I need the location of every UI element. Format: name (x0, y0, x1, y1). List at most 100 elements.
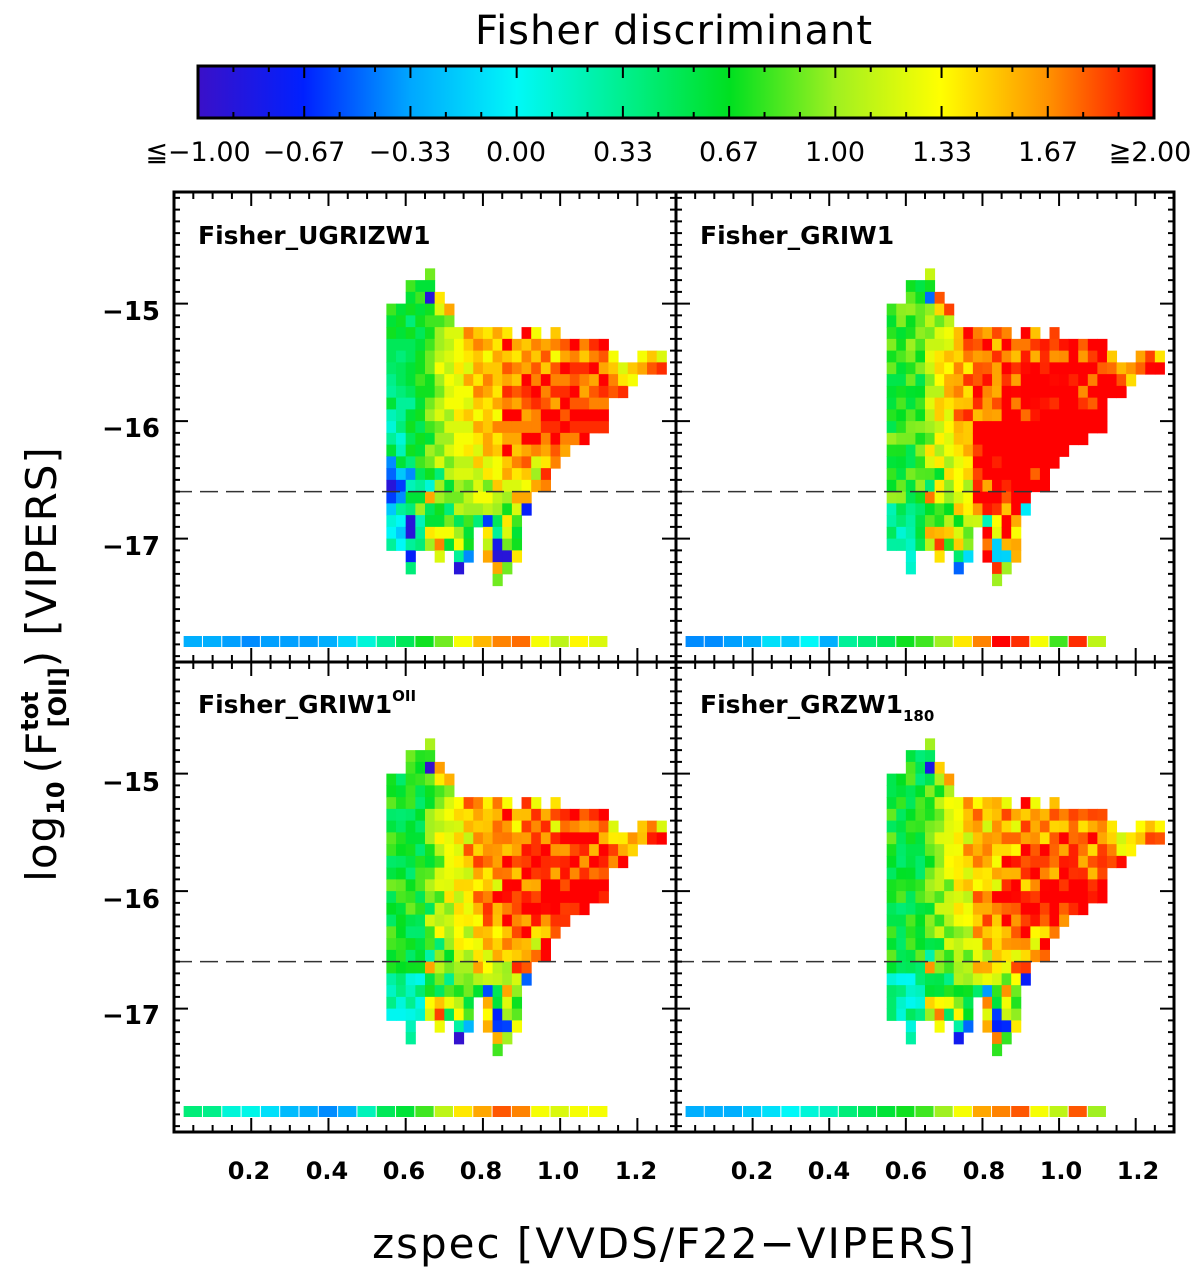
heatmap-cell (453, 1008, 465, 1021)
heatmap-cell (531, 338, 542, 352)
heatmap-cell (415, 879, 426, 892)
strip-cell (376, 1106, 396, 1117)
heatmap-cell (953, 949, 964, 963)
heatmap-cell (608, 820, 619, 833)
strip-cell (589, 1106, 608, 1117)
heatmap-cell (463, 421, 474, 434)
panel-fisher-griw1-oii (172, 660, 678, 1134)
heatmap-cell (531, 432, 542, 446)
heatmap-cell (502, 996, 513, 1010)
heatmap-cell (1078, 385, 1089, 399)
heatmap-cell (1020, 926, 1031, 939)
heatmap-cell (589, 855, 600, 869)
heatmap-cell (463, 891, 474, 904)
heatmap-cell (944, 961, 955, 974)
heatmap-cell (415, 444, 426, 457)
heatmap-cell (492, 961, 503, 974)
heatmap-cell (521, 902, 532, 916)
heatmap-cell (905, 526, 916, 540)
heatmap-cell (1068, 409, 1079, 422)
strip-cell (260, 636, 280, 647)
heatmap-cell (463, 526, 474, 540)
heatmap-cell (415, 327, 426, 340)
heatmap-cell (992, 902, 1003, 916)
heatmap-cell (992, 374, 1003, 387)
heatmap-cell (531, 855, 542, 869)
heatmap-cell (444, 350, 455, 363)
heatmap-cell (886, 338, 897, 352)
strip-cell (743, 636, 762, 647)
heatmap-cell (502, 550, 513, 563)
heatmap-cell (386, 797, 397, 810)
heatmap-cell (598, 374, 609, 387)
heatmap-cell (511, 338, 523, 352)
heatmap-cell (992, 538, 1003, 551)
heatmap-cell (482, 338, 494, 352)
heatmap-cell (1020, 338, 1031, 352)
heatmap-cell (972, 867, 983, 880)
heatmap-cell (934, 797, 945, 810)
heatmap-cell (434, 844, 445, 857)
heatmap-cell (511, 409, 523, 422)
heatmap-cell (415, 538, 426, 551)
heatmap-cell (915, 785, 926, 798)
heatmap-cell (905, 914, 916, 927)
heatmap-cell (502, 926, 513, 939)
heatmap-cell (905, 327, 916, 340)
heatmap-cell (1116, 374, 1127, 387)
strip-cell (531, 1106, 550, 1117)
heatmap-cell (540, 926, 551, 939)
heatmap-cell (963, 891, 974, 904)
heatmap-cell (473, 468, 484, 481)
heatmap-cell (992, 444, 1003, 457)
heatmap-cell (405, 949, 416, 963)
heatmap-cell (453, 385, 465, 399)
heatmap-cell (492, 938, 503, 951)
panel-fisher-griw1 (674, 190, 1176, 664)
y-axis-label-open: (F (17, 731, 66, 774)
heatmap-cell (463, 844, 474, 857)
heatmap-cell (1011, 479, 1022, 493)
heatmap-cell (511, 526, 523, 540)
heatmap-cell (579, 808, 590, 822)
heatmap-cell (463, 362, 474, 375)
heatmap-cell (953, 926, 964, 939)
colorbar-tick-label-0: ≦−1.00 (145, 137, 250, 168)
heatmap-cell (511, 938, 523, 951)
heatmap-cell (540, 456, 551, 469)
heatmap-cell (540, 902, 551, 916)
heatmap-cell (982, 350, 993, 363)
heatmap-cell (896, 949, 907, 963)
heatmap-cell (896, 879, 907, 892)
heatmap-cell (896, 479, 907, 493)
heatmap-cell (982, 844, 993, 857)
heatmap-cell (473, 444, 484, 457)
heatmap-cell (1039, 891, 1050, 904)
heatmap-cell (1097, 832, 1108, 845)
heatmap-cell (915, 949, 926, 963)
heatmap-cell (405, 961, 416, 974)
heatmap-cell (405, 526, 416, 540)
heatmap-cell (531, 949, 542, 963)
heatmap-cell (627, 362, 638, 375)
heatmap-cell (1039, 468, 1050, 481)
heatmap-cell (386, 1008, 397, 1021)
heatmap-cell (963, 832, 974, 845)
strip-cell (202, 1106, 222, 1117)
heatmap-cell (992, 938, 1003, 951)
heatmap-cell (1030, 374, 1041, 387)
heatmap-cell (982, 902, 993, 916)
heatmap-cell (453, 949, 465, 963)
heatmap-cell (656, 350, 667, 363)
heatmap-cell (405, 855, 416, 869)
heatmap-cell (386, 844, 397, 857)
heatmap-cell (425, 374, 436, 387)
heatmap-cell (1039, 432, 1050, 446)
heatmap-cell (434, 338, 445, 352)
heatmap-cell (925, 280, 936, 293)
heatmap-cell (386, 303, 397, 316)
heatmap-cell (531, 844, 542, 857)
heatmap-cell (521, 432, 532, 446)
heatmap-cell (453, 350, 465, 363)
heatmap-cell (434, 350, 445, 363)
